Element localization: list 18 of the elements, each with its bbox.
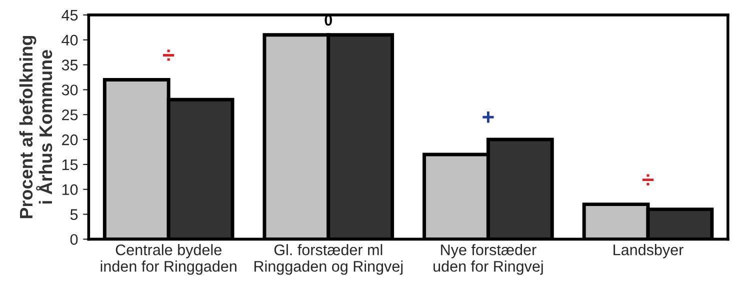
y-tick-label: 40 xyxy=(62,34,78,46)
annotation: ÷ xyxy=(642,174,654,186)
y-tick-label: 30 xyxy=(62,84,78,96)
y-tick-label: 0 xyxy=(70,234,78,245)
x-tick-label: Centrale bydele inden for Ringgaden xyxy=(100,244,236,275)
x-tick-label: Nye forstæder uden for Ringvej xyxy=(434,244,543,275)
y-axis-title: Procent af befolkning i Århus Kommune xyxy=(19,36,52,218)
y-tick-label: 45 xyxy=(62,10,78,21)
y-tick-label: 10 xyxy=(62,184,78,196)
annotation: + xyxy=(482,111,494,123)
y-tick-label: 20 xyxy=(62,134,78,146)
x-tick-label: Gl. forstæder ml Ringgaden og Ringvej xyxy=(254,244,403,275)
y-tick-label: 5 xyxy=(70,209,78,220)
y-tick-label: 25 xyxy=(62,109,78,120)
y-tick-label: 35 xyxy=(62,60,78,70)
annotation: ÷ xyxy=(163,50,174,61)
y-tick-label: 15 xyxy=(62,159,78,170)
x-tick-label: Landsbyer xyxy=(614,244,684,258)
